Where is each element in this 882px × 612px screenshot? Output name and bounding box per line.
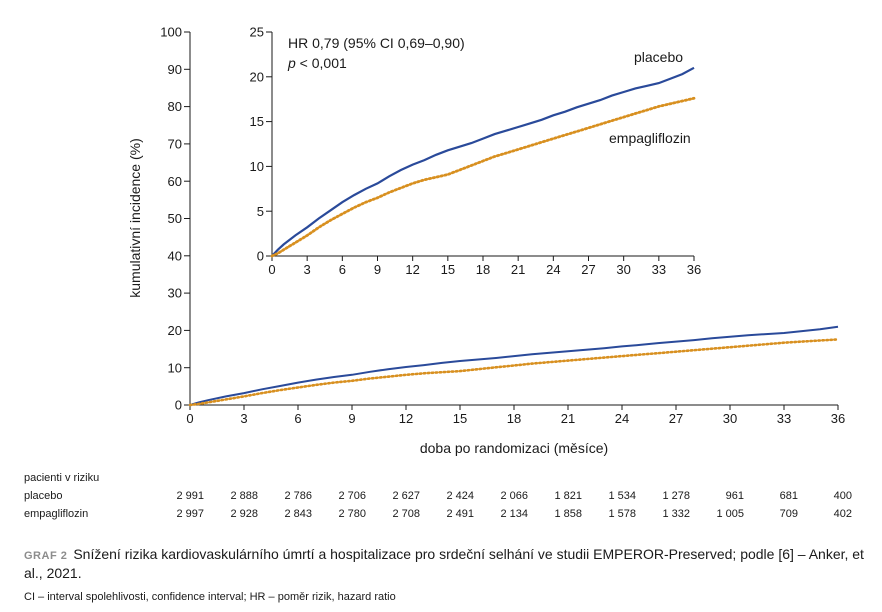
risk-value: 2 134	[500, 508, 528, 520]
inset-x-tick-label: 36	[687, 262, 701, 277]
risk-value: 400	[833, 490, 852, 502]
main-x-tick-label: 12	[399, 411, 413, 426]
main-y-tick-label: 40	[168, 248, 182, 263]
main-line-empagliflozin	[188, 338, 840, 407]
inset-label-placebo: placebo	[634, 49, 683, 65]
main-x-tick-label: 27	[669, 411, 683, 426]
risk-value: 2 843	[284, 508, 312, 520]
risk-value: 2 424	[446, 490, 474, 502]
main-series	[188, 325, 840, 407]
risk-value: 1 534	[608, 490, 636, 502]
main-y-tick-label: 10	[168, 360, 182, 375]
hazard-ratio-annotation: HR 0,79 (95% CI 0,69–0,90)	[288, 35, 465, 51]
inset-x-tick-label: 0	[268, 262, 275, 277]
risk-value: 1 332	[662, 508, 690, 520]
main-x-tick-label: 33	[777, 411, 791, 426]
inset-x-tick-label: 18	[476, 262, 490, 277]
inset-x-tick-label: 33	[652, 262, 666, 277]
main-x-tick-label: 15	[453, 411, 467, 426]
y-axis-label: kumulativní incidence (%)	[127, 138, 143, 298]
caption-footnote: CI – interval spolehlivosti, confidence …	[24, 591, 396, 603]
main-y-tick-label: 30	[168, 286, 182, 301]
risk-value: 2 066	[500, 490, 528, 502]
risk-value: 1 005	[716, 508, 744, 520]
risk-value: 1 858	[554, 508, 582, 520]
inset-y-tick-label: 10	[250, 159, 264, 174]
main-x-tick-label: 30	[723, 411, 737, 426]
risk-value: 681	[779, 490, 798, 502]
inset-x-tick-label: 3	[304, 262, 311, 277]
risk-table-title: pacienti v riziku	[24, 472, 100, 484]
risk-row-label-empagliflozin: empagliflozin	[24, 508, 89, 520]
main-y-tick-label: 100	[160, 25, 182, 40]
inset-x-tick-label: 9	[374, 262, 381, 277]
risk-value: 709	[779, 508, 798, 520]
risk-row-label-placebo: placebo	[24, 490, 63, 502]
risk-value: 402	[833, 508, 852, 520]
figure-caption: GRAF 2 Snížení rizika kardiovaskulárního …	[24, 546, 864, 582]
main-y-tick-label: 60	[168, 174, 182, 189]
main-x-tick-label: 21	[561, 411, 575, 426]
main-x-tick-label: 3	[240, 411, 247, 426]
caption-tag: GRAF 2	[24, 550, 68, 562]
main-y-tick-label: 20	[168, 323, 182, 338]
risk-value: 2 928	[230, 508, 258, 520]
risk-value: 1 821	[554, 490, 582, 502]
main-x-tick-label: 0	[186, 411, 193, 426]
main-y-tick-label: 0	[175, 398, 182, 413]
inset-y-tick-label: 5	[257, 204, 264, 219]
inset-series	[270, 66, 696, 258]
main-y-tick-label: 50	[168, 211, 182, 226]
inset-line-empagliflozin	[270, 96, 696, 258]
risk-value: 2 991	[176, 490, 204, 502]
inset-x-tick-label: 30	[616, 262, 630, 277]
risk-value: 1 278	[662, 490, 690, 502]
risk-value: 2 780	[338, 508, 366, 520]
main-x-tick-label: 36	[831, 411, 845, 426]
main-x-tick-label: 9	[348, 411, 355, 426]
risk-value: 2 786	[284, 490, 312, 502]
x-axis-label: doba po randomizaci (měsíce)	[420, 440, 608, 456]
main-x-tick-label: 24	[615, 411, 629, 426]
inset-x-tick-label: 21	[511, 262, 525, 277]
inset-y-tick-label: 25	[250, 25, 264, 40]
inset-y-tick-label: 15	[250, 114, 264, 129]
risk-value: 2 888	[230, 490, 258, 502]
risk-value: 2 491	[446, 508, 474, 520]
risk-value: 1 578	[608, 508, 636, 520]
cumulative-incidence-chart: 0 3 6 9 12 15 18 21 24 27 30 33 36010203040506070809…	[127, 25, 845, 456]
main-x-tick-label: 18	[507, 411, 521, 426]
caption-text: Snížení rizika kardiovaskulárního úmrtí …	[24, 546, 864, 581]
risk-value: 2 997	[176, 508, 204, 520]
risk-value: 2 708	[392, 508, 420, 520]
inset-label-empagliflozin: empagliflozin	[609, 130, 691, 146]
inset-y-tick-label: 20	[250, 69, 264, 84]
p-value-annotation: p < 0,001	[287, 55, 347, 71]
inset-x-tick-label: 6	[339, 262, 346, 277]
main-x-tick-label: 6	[294, 411, 301, 426]
inset-x-tick-label: 24	[546, 262, 560, 277]
inset-x-tick-label: 12	[405, 262, 419, 277]
main-line-placebo	[189, 325, 839, 406]
inset-line-placebo	[271, 66, 695, 257]
risk-value: 2 706	[338, 490, 366, 502]
inset-x-tick-label: 27	[581, 262, 595, 277]
inset-y-tick-label: 0	[257, 249, 264, 264]
main-y-tick-label: 70	[168, 136, 182, 151]
main-y-tick-label: 80	[168, 99, 182, 114]
main-y-tick-label: 90	[168, 62, 182, 77]
inset-x-tick-label: 15	[441, 262, 455, 277]
risk-value: 961	[725, 490, 744, 502]
main-axes: 0 3 6 9 12 15 18 21 24 27 30 33 36010203040506070809…	[160, 25, 845, 426]
risk-value: 2 627	[392, 490, 420, 502]
